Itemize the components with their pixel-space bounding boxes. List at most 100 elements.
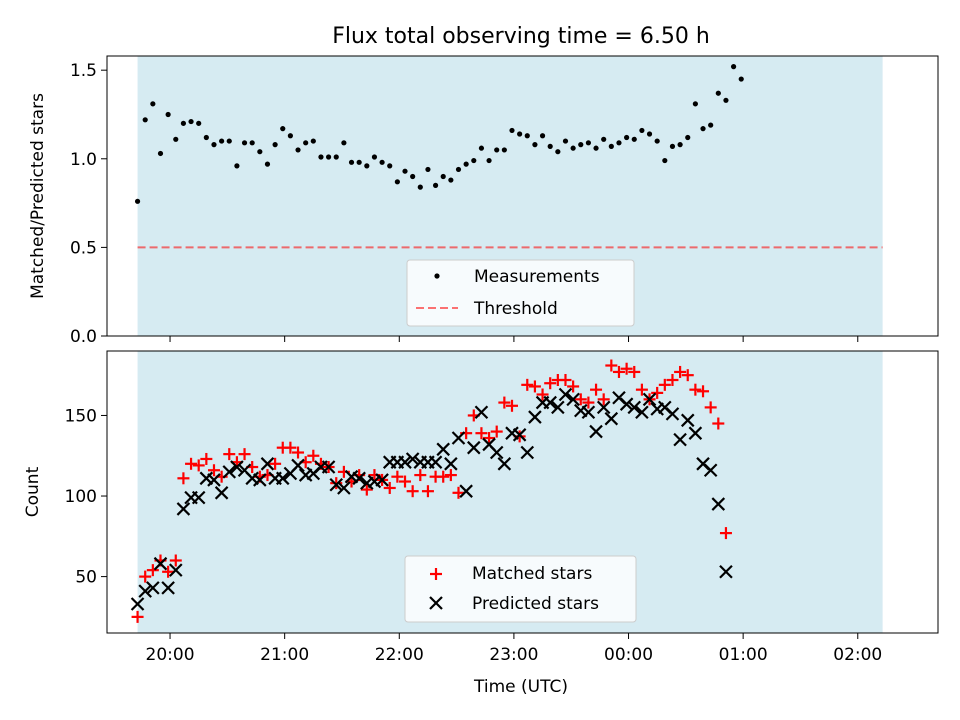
matched-point-42 [452,486,465,499]
measurement-point-73 [692,101,698,107]
measurement-point-37 [417,184,423,190]
measurement-point-38 [425,166,431,173]
matched-point-64 [620,362,633,375]
x-tick-label-0: 20:00 [146,645,195,665]
measurement-point-44 [471,157,477,164]
predicted-point-65 [627,400,642,415]
predicted-point-5 [168,563,183,577]
matched-point-65 [628,365,641,378]
matched-point-76 [712,417,725,430]
predicted-point-73 [688,426,703,440]
predicted-point-10 [207,473,221,487]
matched-point-54 [544,377,557,390]
measurement-point-3 [157,150,164,157]
measurement-point-74 [700,126,706,132]
measurement-point-11 [219,138,225,144]
predicted-point-44 [467,440,481,455]
matched-point-20 [284,441,297,454]
count-legend: Matched stars Predicted stars [404,555,637,623]
matched-point-68 [651,386,664,399]
predicted-point-41 [444,457,458,471]
measurement-point-53 [539,133,546,139]
matched-point-70 [666,374,679,387]
matched-point-71 [674,365,687,378]
matched-point-75 [704,401,717,414]
predicted-point-62 [604,411,619,426]
measurement-point-14 [241,140,248,146]
legend-predicted-marker [429,596,443,610]
predicted-point-3 [153,556,168,571]
x-tick-label-6: 02:00 [833,645,882,665]
measurement-point-10 [211,142,217,148]
count-y-tick-label-0: 50 [75,568,97,588]
matched-point-63 [612,365,625,378]
predicted-point-75 [703,463,718,478]
predicted-point-40 [436,442,450,457]
measurement-point-27 [341,140,347,146]
measurement-point-63 [616,140,622,146]
matched-point-7 [185,457,198,470]
predicted-point-52 [528,410,542,424]
measurement-point-0 [134,198,141,204]
measurement-point-55 [555,149,561,155]
ratio-panel: 0.0 0.5 1.0 1.5 Flux total observing time =… [28,24,939,347]
matched-point-53 [536,388,549,401]
matched-point-36 [406,485,419,498]
measurement-point-69 [662,157,668,164]
measurement-point-24 [318,154,324,160]
measurement-point-8 [196,120,202,126]
measurement-point-43 [463,161,469,167]
matched-point-73 [689,383,702,396]
measurement-point-48 [501,147,507,153]
measurement-point-54 [547,143,553,149]
measurement-point-70 [669,143,676,149]
matched-point-57 [567,380,580,393]
x-tick-label-4: 00:00 [604,645,653,665]
count-panel: 50 100 150 20:00 21:00 22:00 23:00 00:00 01:00 0… [23,350,939,697]
matched-point-21 [292,446,305,459]
ratio-y-tick-label-1: 0.5 [70,238,97,258]
predicted-point-1 [138,584,152,598]
matched-point-35 [399,475,412,488]
matched-point-1 [139,570,152,583]
measurement-point-59 [585,140,592,146]
matched-point-14 [238,448,251,461]
matched-point-60 [590,383,603,396]
predicted-point-45 [474,405,489,420]
matched-point-49 [505,399,518,412]
measurement-point-61 [601,136,607,142]
matched-point-34 [391,470,404,483]
matched-point-62 [605,359,618,372]
predicted-point-32 [375,473,389,487]
matched-point-23 [307,449,320,462]
predicted-point-13 [230,460,244,474]
predicted-point-50 [512,428,527,442]
matched-point-51 [521,378,534,391]
measurement-point-21 [295,147,301,153]
matched-point-74 [697,385,710,398]
legend-measurements-marker [434,273,440,279]
predicted-point-57 [566,392,580,407]
predicted-point-59 [581,405,596,420]
predicted-point-51 [520,445,535,460]
ratio-y-tick-label-0: 0.0 [70,327,97,347]
matched-point-59 [582,396,595,409]
predicted-point-12 [222,465,237,479]
predicted-point-8 [191,490,206,505]
measurement-point-65 [631,136,637,142]
matched-point-8 [192,459,205,472]
measurement-point-51 [524,133,530,139]
measurement-point-31 [371,154,378,160]
measurement-point-75 [708,122,714,128]
measurement-point-72 [685,134,691,141]
measurement-point-34 [394,179,400,185]
predicted-point-17 [260,457,275,471]
matched-point-10 [207,464,220,477]
legend-measurements-label: Measurements [474,267,600,287]
matched-point-38 [421,485,434,498]
predicted-point-2 [146,581,160,595]
measurement-point-12 [226,138,232,144]
predicted-point-6 [176,502,191,516]
measurement-point-5 [173,136,179,142]
